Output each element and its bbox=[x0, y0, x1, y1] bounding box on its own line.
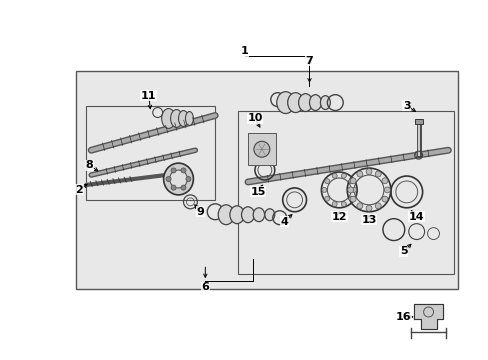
Circle shape bbox=[171, 168, 176, 173]
Text: 6: 6 bbox=[201, 282, 209, 292]
Text: 1: 1 bbox=[241, 46, 248, 56]
Ellipse shape bbox=[169, 170, 187, 188]
Circle shape bbox=[348, 196, 353, 201]
Ellipse shape bbox=[298, 94, 312, 112]
Circle shape bbox=[341, 202, 346, 207]
Circle shape bbox=[321, 188, 326, 192]
Ellipse shape bbox=[170, 109, 182, 127]
Text: 12: 12 bbox=[331, 212, 346, 222]
Ellipse shape bbox=[287, 93, 303, 113]
Bar bbox=[86, 105, 215, 200]
Ellipse shape bbox=[253, 208, 264, 222]
Circle shape bbox=[374, 171, 381, 177]
Bar bbox=[238, 111, 453, 274]
Ellipse shape bbox=[185, 112, 193, 125]
Circle shape bbox=[185, 176, 190, 181]
Circle shape bbox=[341, 173, 346, 178]
Bar bbox=[247, 133, 275, 165]
Circle shape bbox=[324, 196, 329, 201]
Text: 8: 8 bbox=[85, 160, 93, 170]
Circle shape bbox=[347, 187, 353, 193]
Circle shape bbox=[366, 205, 371, 211]
Circle shape bbox=[349, 196, 355, 202]
Text: 4: 4 bbox=[280, 217, 288, 227]
Text: 9: 9 bbox=[196, 207, 204, 217]
Text: 13: 13 bbox=[361, 215, 376, 225]
Circle shape bbox=[356, 171, 362, 177]
Circle shape bbox=[384, 187, 389, 193]
Bar bbox=[76, 71, 457, 289]
Ellipse shape bbox=[162, 109, 175, 129]
Circle shape bbox=[351, 188, 356, 192]
Ellipse shape bbox=[309, 95, 321, 111]
Polygon shape bbox=[413, 304, 443, 329]
Circle shape bbox=[356, 203, 362, 209]
Text: 15: 15 bbox=[250, 187, 265, 197]
Circle shape bbox=[331, 173, 336, 178]
Ellipse shape bbox=[163, 163, 193, 195]
Bar bbox=[414, 120, 422, 125]
Circle shape bbox=[181, 185, 185, 190]
Ellipse shape bbox=[264, 209, 274, 221]
Circle shape bbox=[381, 178, 387, 184]
Circle shape bbox=[324, 179, 329, 184]
Circle shape bbox=[381, 196, 387, 202]
Circle shape bbox=[348, 179, 353, 184]
Circle shape bbox=[171, 185, 176, 190]
Circle shape bbox=[374, 203, 381, 209]
Circle shape bbox=[331, 202, 336, 207]
Circle shape bbox=[181, 168, 185, 173]
Text: 3: 3 bbox=[402, 100, 410, 111]
Text: 11: 11 bbox=[141, 91, 156, 101]
Ellipse shape bbox=[276, 92, 294, 113]
Text: 7: 7 bbox=[305, 56, 313, 66]
Text: 5: 5 bbox=[399, 247, 407, 256]
Text: 2: 2 bbox=[75, 185, 83, 195]
Ellipse shape bbox=[241, 207, 254, 223]
Text: 16: 16 bbox=[395, 312, 411, 322]
Text: 10: 10 bbox=[247, 113, 262, 123]
Circle shape bbox=[366, 168, 371, 175]
Ellipse shape bbox=[178, 111, 188, 126]
Ellipse shape bbox=[218, 205, 234, 225]
Circle shape bbox=[166, 176, 171, 181]
Circle shape bbox=[253, 141, 269, 157]
Text: 14: 14 bbox=[408, 212, 424, 222]
Ellipse shape bbox=[229, 206, 244, 224]
Ellipse shape bbox=[320, 96, 330, 109]
Circle shape bbox=[349, 178, 355, 184]
